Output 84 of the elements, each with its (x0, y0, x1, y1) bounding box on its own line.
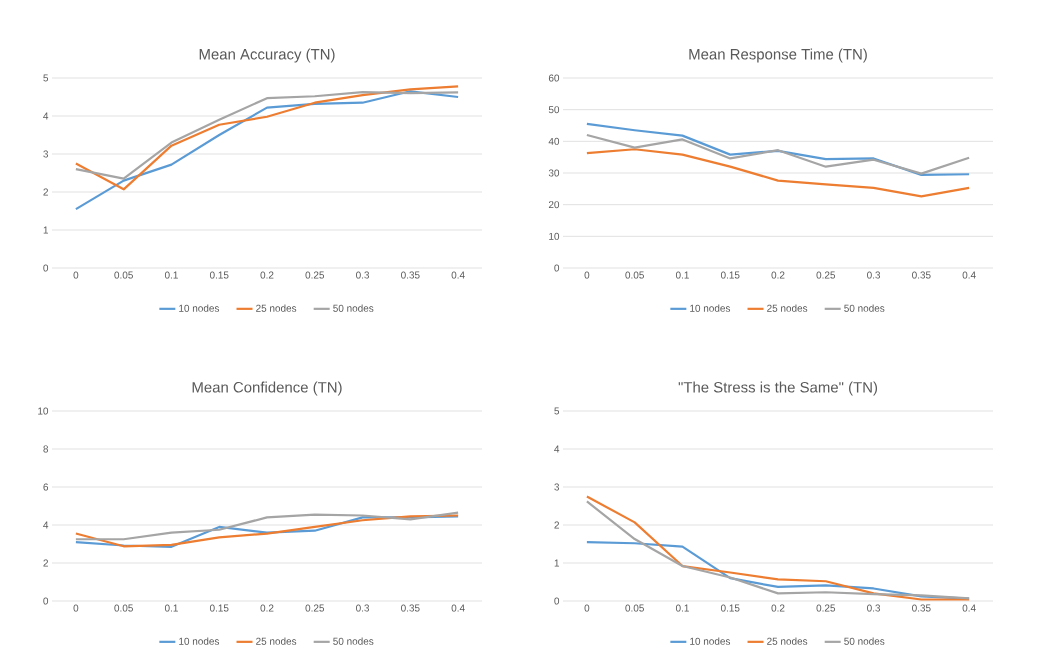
x-tick-label: 0.1 (675, 604, 689, 612)
y-tick-label: 0 (554, 264, 560, 272)
chart-title: Mean Confidence (TN) (192, 381, 342, 396)
x-tick-label: 0.05 (625, 271, 644, 279)
y-tick-label: 8 (43, 445, 49, 453)
line-series (74, 511, 460, 541)
legend-label: 50 nodes (333, 304, 374, 312)
y-tick-label: 30 (548, 169, 560, 177)
x-tick-label: 0.3 (356, 604, 370, 612)
x-tick-label: 0.35 (401, 271, 420, 279)
x-tick-label: 0.15 (720, 604, 740, 612)
line-series (585, 148, 971, 198)
x-tick-label: 0 (584, 271, 590, 279)
x-tick-label: 0.15 (209, 271, 229, 279)
line-series (74, 85, 460, 191)
x-tick-label: 0.2 (260, 604, 274, 612)
y-tick-label: 5 (43, 74, 49, 82)
line-series (585, 133, 971, 175)
y-tick-label: 4 (43, 521, 49, 529)
x-tick-label: 0.25 (305, 604, 325, 612)
x-tick-label: 0.25 (816, 271, 836, 279)
y-tick-label: 10 (549, 232, 560, 240)
legend-label: 50 nodes (844, 304, 885, 312)
chart-title: Mean Accuracy (TN) (199, 48, 335, 63)
y-tick-label: 20 (548, 201, 560, 209)
legend-label: 25 nodes (767, 304, 808, 312)
x-tick-label: 0.05 (625, 604, 644, 612)
x-tick-label: 0.3 (867, 604, 881, 612)
y-tick-label: 1 (554, 559, 560, 567)
x-tick-label: 0.15 (209, 604, 229, 612)
x-tick-label: 0.05 (114, 604, 133, 612)
line-series (74, 90, 460, 211)
y-tick-label: 2 (554, 521, 559, 529)
y-tick-label: 0 (554, 597, 560, 605)
x-tick-label: 0 (73, 271, 79, 279)
chart-title: "The Stress is the Same" (TN) (678, 381, 878, 396)
y-tick-label: 2 (43, 559, 48, 567)
x-tick-label: 0.4 (962, 271, 976, 279)
x-tick-label: 0.35 (912, 271, 931, 279)
x-tick-label: 0.35 (912, 604, 931, 612)
x-tick-label: 0.1 (164, 604, 178, 612)
x-tick-label: 0.25 (305, 271, 325, 279)
legend-label: 25 nodes (767, 637, 808, 645)
y-tick-label: 0 (43, 597, 49, 605)
legend-label: 10 nodes (690, 637, 731, 645)
y-tick-label: 40 (548, 137, 560, 145)
y-tick-label: 50 (548, 106, 560, 114)
y-tick-label: 60 (548, 74, 560, 82)
x-tick-label: 0.1 (675, 271, 689, 279)
x-tick-label: 0.4 (451, 604, 465, 612)
x-tick-label: 0.1 (164, 271, 178, 279)
y-tick-label: 1 (43, 226, 48, 234)
chart-title: Mean Response Time (TN) (689, 48, 867, 63)
legend-label: 50 nodes (333, 637, 374, 645)
legend-label: 10 nodes (179, 304, 220, 312)
y-tick-label: 3 (43, 150, 49, 158)
legend-label: 50 nodes (844, 637, 885, 645)
x-tick-label: 0.4 (451, 271, 465, 279)
y-tick-label: 10 (38, 407, 49, 415)
x-tick-label: 0.3 (867, 271, 881, 279)
line-series (74, 90, 460, 180)
x-tick-label: 0.2 (771, 604, 785, 612)
x-tick-label: 0 (584, 604, 590, 612)
y-tick-label: 6 (43, 483, 49, 491)
x-tick-label: 0.05 (114, 271, 133, 279)
y-tick-label: 2 (43, 188, 48, 196)
x-tick-label: 0 (73, 604, 79, 612)
y-tick-label: 3 (554, 483, 560, 491)
y-tick-label: 5 (554, 407, 560, 415)
y-tick-label: 0 (43, 264, 49, 272)
x-tick-label: 0.25 (816, 604, 836, 612)
legend-label: 25 nodes (256, 637, 297, 645)
x-tick-label: 0.2 (771, 271, 785, 279)
x-tick-label: 0.35 (401, 604, 420, 612)
x-tick-label: 0.4 (962, 604, 976, 612)
x-tick-label: 0.15 (720, 271, 740, 279)
x-tick-label: 0.2 (260, 271, 274, 279)
y-tick-label: 4 (43, 112, 49, 120)
legend-label: 10 nodes (179, 637, 220, 645)
legend-label: 25 nodes (256, 304, 297, 312)
x-tick-label: 0.3 (356, 271, 370, 279)
line-series (585, 122, 971, 176)
legend-label: 10 nodes (690, 304, 731, 312)
y-tick-label: 4 (554, 445, 560, 453)
